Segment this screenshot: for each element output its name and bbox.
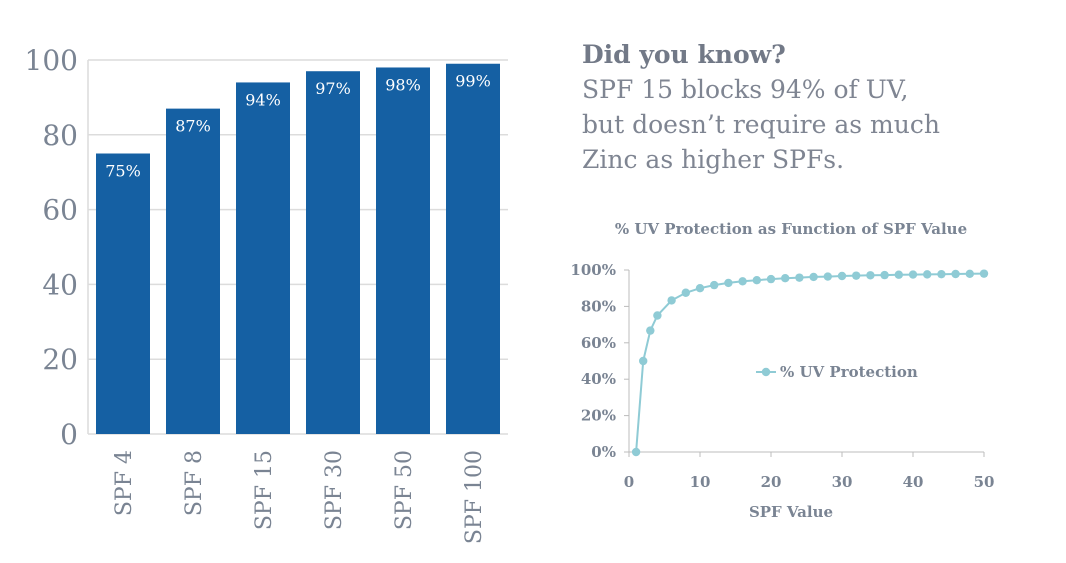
y-tick-label: 0 bbox=[60, 418, 78, 451]
x-tick-label: 50 bbox=[974, 473, 995, 491]
data-point bbox=[979, 269, 989, 278]
uv-protection-line-chart: % UV Protection as Function of SPF Value… bbox=[570, 220, 995, 521]
data-point bbox=[880, 270, 889, 280]
bar bbox=[236, 82, 290, 434]
y-tick-label: 0% bbox=[591, 443, 616, 461]
bar-data-label: 97% bbox=[315, 79, 351, 98]
x-tick-label: 40 bbox=[903, 473, 924, 491]
note-heading: Did you know? bbox=[582, 40, 786, 69]
data-point bbox=[695, 284, 705, 293]
y-tick-label: 20% bbox=[581, 407, 616, 425]
bar bbox=[446, 63, 500, 435]
spf-bar-chart: 0 20 40 60 80 100 75% SPF 4 87% SPF 8 94% SPF 15 97%… bbox=[25, 44, 508, 544]
y-tick-label: 100 bbox=[25, 44, 78, 77]
bar-data-label: 94% bbox=[245, 90, 281, 109]
data-point bbox=[951, 269, 960, 279]
note-line: SPF 15 blocks 94% of UV, bbox=[582, 75, 909, 104]
data-point bbox=[681, 288, 690, 297]
did-you-know-note: Did you know? SPF 15 blocks 94% of UV, b… bbox=[582, 38, 1052, 177]
note-line: Zinc as higher SPFs. bbox=[582, 145, 845, 174]
x-tick-label: 10 bbox=[690, 473, 711, 491]
y-tick-label: 80 bbox=[42, 119, 78, 152]
data-point bbox=[738, 277, 747, 286]
y-tick-label: 80% bbox=[581, 297, 616, 315]
data-point bbox=[766, 274, 776, 284]
data-point bbox=[894, 270, 903, 279]
data-point bbox=[795, 273, 804, 282]
bar-data-label: 87% bbox=[175, 117, 211, 136]
chart-title: % UV Protection as Function of SPF Value bbox=[615, 220, 967, 238]
y-tick-label: 60 bbox=[42, 194, 78, 227]
legend-marker bbox=[761, 367, 771, 377]
bar bbox=[306, 71, 360, 434]
x-tick-label: SPF 100 bbox=[462, 450, 487, 544]
data-point bbox=[781, 273, 790, 283]
data-point bbox=[965, 269, 974, 279]
data-point bbox=[667, 296, 676, 305]
bar-data-label: 99% bbox=[455, 72, 491, 91]
data-point bbox=[937, 269, 946, 279]
y-tick-label: 60% bbox=[581, 334, 616, 352]
legend: % UV Protection bbox=[756, 363, 918, 381]
data-point bbox=[823, 272, 832, 281]
y-tick-label: 40% bbox=[581, 370, 616, 388]
y-tick-label: 100% bbox=[570, 261, 616, 279]
data-point bbox=[710, 280, 719, 290]
data-point bbox=[923, 270, 932, 279]
y-tick-label: 40 bbox=[42, 268, 78, 301]
x-tick-label: 20 bbox=[761, 473, 782, 491]
data-point bbox=[837, 271, 847, 281]
bar bbox=[96, 153, 150, 434]
data-point bbox=[908, 270, 918, 279]
data-point bbox=[646, 326, 655, 335]
data-point bbox=[866, 271, 875, 280]
bar-data-label: 75% bbox=[105, 162, 141, 181]
x-tick-label: SPF 30 bbox=[322, 450, 347, 530]
y-tick-label: 20 bbox=[42, 343, 78, 376]
data-point bbox=[752, 275, 761, 285]
legend-label: % UV Protection bbox=[780, 363, 918, 381]
data-point bbox=[724, 278, 733, 288]
x-tick-label: 0 bbox=[624, 473, 634, 491]
x-tick-label: SPF 4 bbox=[112, 450, 137, 516]
data-point bbox=[809, 272, 818, 282]
note-line: but doesn’t require as much bbox=[582, 110, 940, 139]
data-point bbox=[852, 271, 861, 280]
x-tick-label: 30 bbox=[832, 473, 853, 491]
bar bbox=[376, 67, 430, 434]
data-point bbox=[631, 447, 641, 457]
x-tick-label: SPF 15 bbox=[252, 450, 277, 530]
x-axis-title: SPF Value bbox=[749, 503, 833, 521]
x-tick-label: SPF 8 bbox=[182, 450, 207, 516]
bar bbox=[166, 108, 220, 435]
bar-data-label: 98% bbox=[385, 75, 421, 94]
data-point bbox=[639, 356, 648, 366]
data-point bbox=[653, 311, 662, 320]
x-tick-label: SPF 50 bbox=[392, 450, 417, 530]
